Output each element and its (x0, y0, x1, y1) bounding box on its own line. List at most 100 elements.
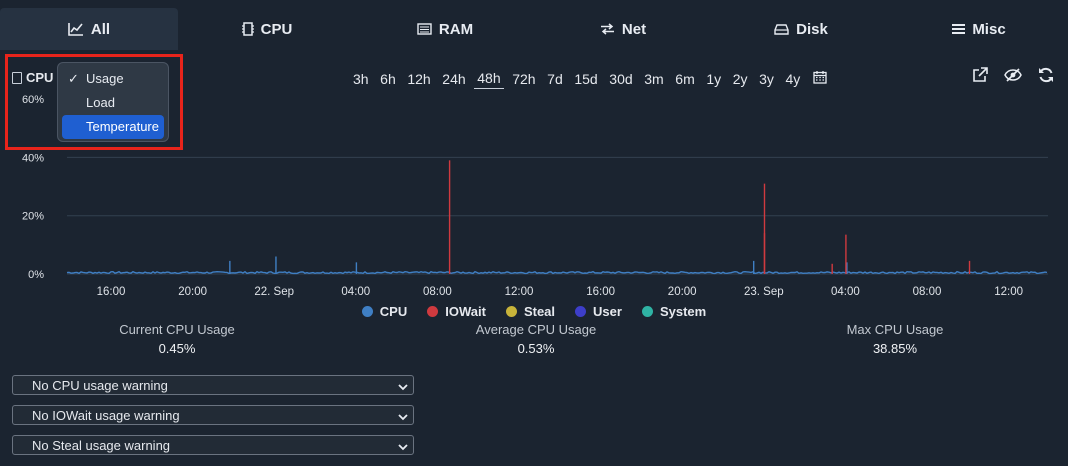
legend-item-user[interactable]: User (575, 304, 622, 319)
chart-mode-toggle[interactable]: CPU (12, 70, 53, 85)
chip-icon (12, 71, 22, 84)
steal-warning-select[interactable]: No Steal usage warning (12, 435, 414, 455)
chevron-down-icon (398, 380, 408, 395)
x-tick-label: 22. Sep (254, 286, 294, 298)
tab-cpu[interactable]: CPU (178, 8, 356, 50)
range-1y[interactable]: 1y (706, 70, 722, 87)
range-4y[interactable]: 4y (785, 70, 801, 87)
dropdown-item-label: Temperature (86, 119, 159, 134)
legend-color-dot (641, 306, 653, 317)
tab-net[interactable]: Net (534, 8, 712, 50)
range-48h[interactable]: 48h (474, 68, 504, 89)
checkmark-icon: ✓ (68, 71, 79, 86)
select-value: No CPU usage warning (32, 377, 168, 393)
x-tick-label: 16:00 (97, 286, 126, 298)
legend-item-iowait[interactable]: IOWait (427, 304, 486, 319)
eye-slash-icon[interactable] (1004, 67, 1022, 83)
range-3m[interactable]: 3m (644, 70, 664, 87)
dropdown-item-label: Load (86, 95, 115, 110)
dropdown-item-temperature[interactable]: Temperature (62, 115, 164, 139)
x-tick-label: 08:00 (423, 286, 452, 298)
range-12h[interactable]: 12h (407, 70, 431, 87)
legend-label: User (593, 304, 622, 319)
stat-value: 38.85% (872, 341, 918, 356)
legend-label: IOWait (445, 304, 486, 319)
range-30d[interactable]: 30d (609, 70, 633, 87)
arrows-exchange-icon (600, 23, 615, 35)
x-tick-label: 12:00 (994, 286, 1023, 298)
dropdown-item-usage[interactable]: ✓ Usage (62, 67, 164, 91)
range-15d[interactable]: 15d (574, 70, 598, 87)
tab-all[interactable]: All (0, 8, 178, 50)
x-tick-label: 08:00 (913, 286, 942, 298)
x-tick-label: 23. Sep (744, 286, 784, 298)
chart-line-icon (68, 22, 84, 36)
max-cpu-usage: Max CPU Usage 38.85% (775, 322, 1015, 356)
range-2y[interactable]: 2y (732, 70, 748, 87)
cpu-usage-chart: 60% 40% 20% 0% 16:00 20:00 22. Sep 04:00 08:00 12… (0, 90, 1068, 300)
dropdown-item-load[interactable]: Load (62, 91, 164, 115)
legend-item-cpu[interactable]: CPU (361, 304, 407, 319)
tab-label: RAM (438, 20, 474, 38)
external-link-icon[interactable] (972, 67, 988, 83)
y-tick-label: 60% (22, 94, 44, 106)
stat-label: Max CPU Usage (846, 322, 944, 337)
legend-item-system[interactable]: System (641, 304, 707, 319)
tab-label: Disk (796, 20, 828, 38)
range-72h[interactable]: 72h (512, 70, 536, 87)
y-tick-label: 40% (22, 152, 44, 164)
hamburger-icon (952, 23, 966, 35)
average-cpu-usage: Average CPU Usage 0.53% (416, 322, 656, 356)
x-tick-label: 04:00 (831, 286, 860, 298)
memory-icon (417, 23, 432, 35)
tab-ram[interactable]: RAM (356, 8, 534, 50)
legend-label: System (659, 304, 707, 319)
chevron-down-icon (398, 410, 408, 425)
select-value: No IOWait usage warning (32, 407, 180, 423)
range-3y[interactable]: 3y (759, 70, 774, 87)
range-24h[interactable]: 24h (442, 70, 466, 87)
x-tick-label: 12:00 (505, 286, 534, 298)
tab-misc[interactable]: Misc (890, 8, 1068, 50)
iowait-warning-select[interactable]: No IOWait usage warning (12, 405, 414, 425)
x-tick-label: 20:00 (668, 286, 697, 298)
stat-label: Current CPU Usage (119, 322, 235, 337)
y-tick-label: 20% (22, 211, 44, 223)
chip-icon (241, 22, 254, 36)
tab-label: CPU (260, 20, 293, 38)
y-tick-label: 0% (28, 269, 44, 281)
range-6h[interactable]: 6h (380, 70, 396, 87)
time-range-selector: 3h 6h 12h 24h 48h 72h 7d 15d 30d 3m 6m 1y 2y 3y 4y (350, 68, 827, 89)
legend-label: Steal (523, 304, 556, 319)
calendar-icon[interactable] (809, 70, 827, 87)
series-line-cpu (66, 270, 1048, 275)
x-tick-label: 16:00 (586, 286, 615, 298)
chevron-down-icon (398, 440, 408, 455)
range-6m[interactable]: 6m (675, 70, 695, 87)
legend-color-dot (575, 306, 587, 317)
legend-item-steal[interactable]: Steal (505, 304, 556, 319)
chart-mode-label: CPU (26, 70, 54, 85)
tab-disk[interactable]: Disk (712, 8, 890, 50)
legend-color-dot (505, 306, 517, 317)
x-tick-label: 04:00 (341, 286, 370, 298)
stat-value: 0.45% (158, 341, 196, 356)
chart-actions (972, 67, 1054, 83)
legend-color-dot (361, 306, 373, 317)
dropdown-item-label: Usage (86, 71, 124, 86)
cpu-warning-select[interactable]: No CPU usage warning (12, 375, 414, 395)
stat-value: 0.53% (517, 341, 555, 356)
chart-canvas: 60% 40% 20% 0% 16:00 20:00 22. Sep 04:00 08:00 12… (22, 94, 1048, 298)
stat-label: Average CPU Usage (475, 322, 597, 337)
tab-label: Misc (972, 20, 1006, 38)
tab-label: Net (621, 20, 647, 38)
range-7d[interactable]: 7d (547, 70, 563, 87)
x-tick-label: 20:00 (178, 286, 207, 298)
legend-color-dot (427, 306, 439, 317)
select-value: No Steal usage warning (32, 437, 171, 453)
range-3h[interactable]: 3h (353, 70, 369, 87)
refresh-icon[interactable] (1038, 67, 1054, 83)
tab-bar: All CPU RAM Net Disk Misc (0, 0, 1068, 50)
current-cpu-usage: Current CPU Usage 0.45% (57, 322, 297, 356)
chart-legend: CPU IOWait Steal User System (0, 304, 1068, 319)
